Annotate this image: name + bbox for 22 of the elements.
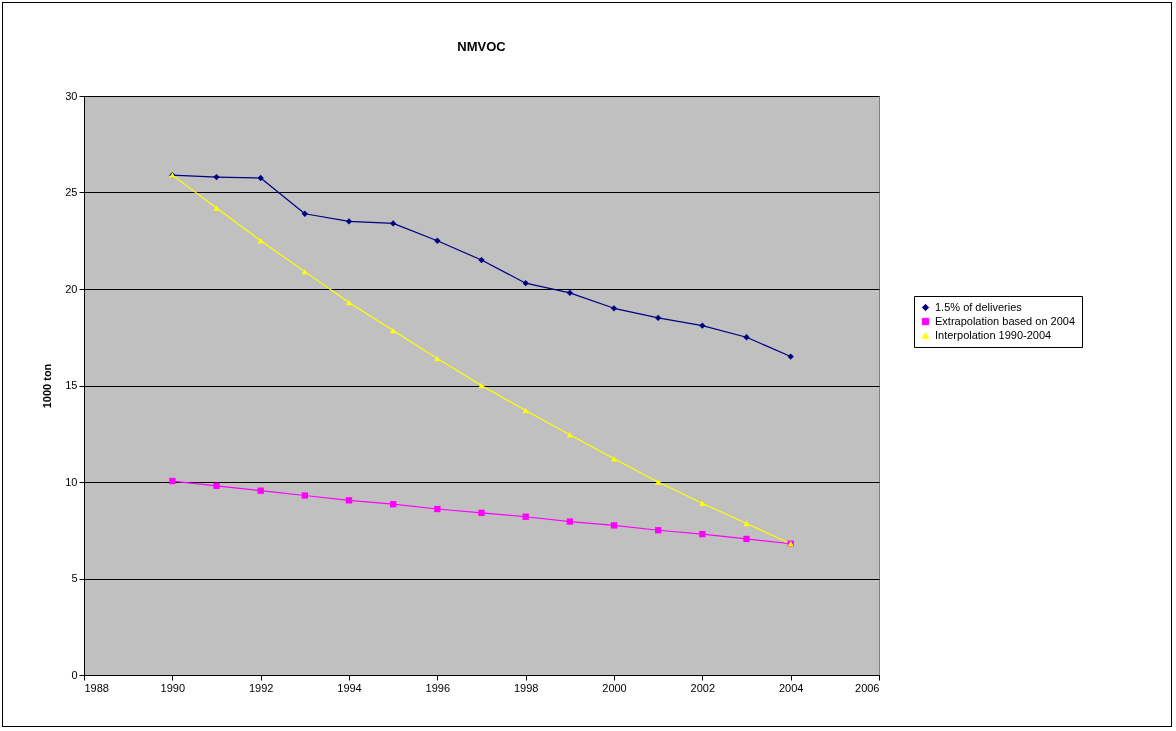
- x-tick-label: 1998: [513, 681, 539, 694]
- x-tick-label: 1988: [84, 681, 109, 694]
- y-tick-label: 0: [71, 668, 78, 681]
- legend-label: Interpolation 1990-2004: [935, 328, 1052, 341]
- legend-label: 1.5% of deliveries: [935, 300, 1023, 313]
- x-tick-label: 2004: [778, 681, 804, 694]
- y-tick-label: 30: [65, 89, 78, 102]
- y-tick-label: 25: [65, 186, 78, 198]
- x-tick-label: 1996: [425, 681, 451, 694]
- x-tick-label: 1992: [248, 681, 274, 694]
- y-tick-label: 5: [71, 572, 78, 584]
- x-tick-label: 1994: [337, 681, 362, 694]
- x-tick-label: 1990: [160, 681, 186, 694]
- legend-label: Extrapolation based on 2004: [935, 314, 1076, 327]
- chart-title: NMVOC: [457, 39, 507, 54]
- x-tick-label: 2002: [690, 681, 716, 694]
- y-tick-label: 15: [65, 379, 78, 391]
- y-tick-label: 10: [65, 475, 78, 488]
- y-tick-label: 20: [65, 282, 78, 295]
- x-tick-label: 2006: [855, 681, 880, 694]
- y-axis-title: 1000 ton: [41, 363, 54, 409]
- x-tick-label: 2000: [602, 681, 627, 694]
